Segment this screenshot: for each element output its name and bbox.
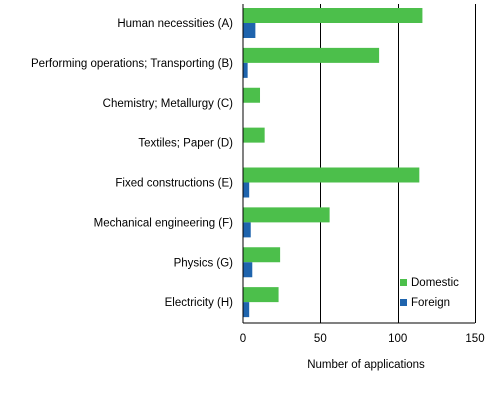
- x-tick-label: 150: [465, 333, 484, 345]
- bar-domestic-2: [243, 87, 261, 103]
- category-label: Physics (G): [174, 257, 234, 269]
- x-tick-labels: 0 50 100 150: [240, 333, 485, 345]
- legend-swatch-foreign: [400, 299, 407, 306]
- category-label: Fixed constructions (E): [115, 178, 233, 190]
- bar-foreign-1: [243, 62, 248, 78]
- bar-domestic-1: [243, 47, 380, 63]
- bar-domestic-6: [243, 247, 281, 263]
- category-label: Chemistry; Metallurgy (C): [103, 98, 234, 110]
- category-label: Human necessities (A): [117, 18, 233, 30]
- bar-domestic-4: [243, 167, 420, 183]
- legend-label-domestic: Domestic: [411, 277, 459, 289]
- bar-domestic-0: [243, 8, 423, 23]
- bar-foreign-5: [243, 222, 251, 238]
- category-label: Electricity (H): [165, 297, 234, 309]
- category-label: Mechanical engineering (F): [94, 217, 234, 229]
- legend-swatch-domestic: [400, 279, 407, 286]
- x-axis-title: Number of applications: [307, 359, 425, 371]
- category-label: Textiles; Paper (D): [138, 138, 233, 150]
- x-tick-label: 50: [314, 333, 327, 345]
- bar-foreign-6: [243, 262, 253, 278]
- category-labels: Human necessities (A) Performing operatio…: [31, 18, 233, 309]
- bars: [243, 8, 423, 318]
- x-tick-label: 0: [240, 333, 246, 345]
- category-label: Performing operations; Transporting (B): [31, 58, 233, 70]
- legend-label-foreign: Foreign: [411, 297, 450, 309]
- bar-foreign-0: [243, 23, 256, 38]
- bar-domestic-5: [243, 207, 330, 223]
- bar-domestic-7: [243, 287, 279, 303]
- axes: [242, 4, 475, 324]
- bar-foreign-7: [243, 302, 250, 318]
- bar-foreign-4: [243, 182, 250, 198]
- x-tick-label: 100: [388, 333, 407, 345]
- legend: Domestic Foreign: [400, 277, 459, 309]
- bar-domestic-3: [243, 127, 265, 143]
